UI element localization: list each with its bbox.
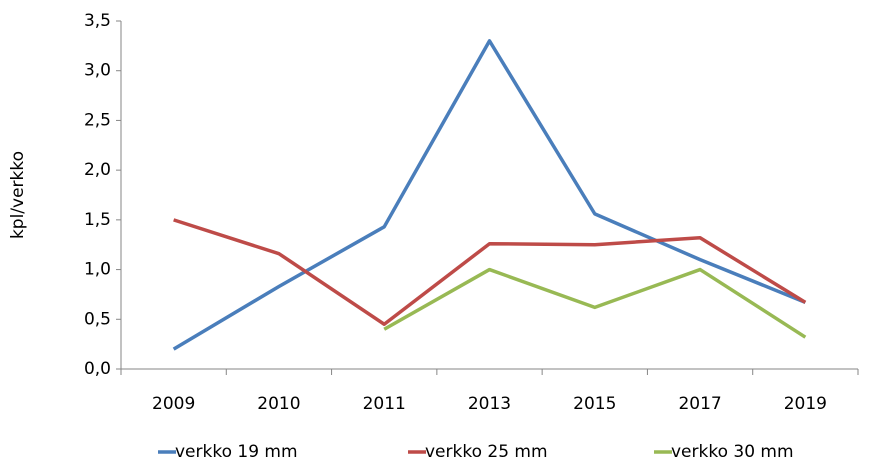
y-tick-label: 2,5 [84, 110, 111, 130]
y-tick-label: 3,5 [84, 11, 111, 31]
series-line [172, 39, 807, 351]
legend-label: verkko 30 mm [671, 442, 794, 462]
x-tick-label: 2010 [257, 394, 300, 414]
y-tick-label: 1,0 [84, 260, 111, 280]
legend-label: verkko 19 mm [175, 442, 298, 462]
y-tick-label: 0,5 [84, 309, 111, 329]
x-tick-label: 2009 [152, 394, 195, 414]
y-tick-label: 1,5 [84, 210, 111, 230]
y-tick-label: 3,0 [84, 61, 111, 81]
x-tick-label: 2015 [573, 394, 616, 414]
x-tick-label: 2013 [468, 394, 511, 414]
series-line [383, 267, 807, 339]
y-axis-label: kpl/verkko [8, 151, 28, 239]
x-tick-label: 2017 [678, 394, 721, 414]
series-line [173, 218, 807, 327]
x-tick-label: 2011 [363, 394, 406, 414]
y-tick-label: 2,0 [84, 160, 111, 180]
y-tick-label: 0,0 [84, 359, 111, 379]
x-tick-label: 2019 [784, 394, 827, 414]
legend-label: verkko 25 mm [425, 442, 548, 462]
